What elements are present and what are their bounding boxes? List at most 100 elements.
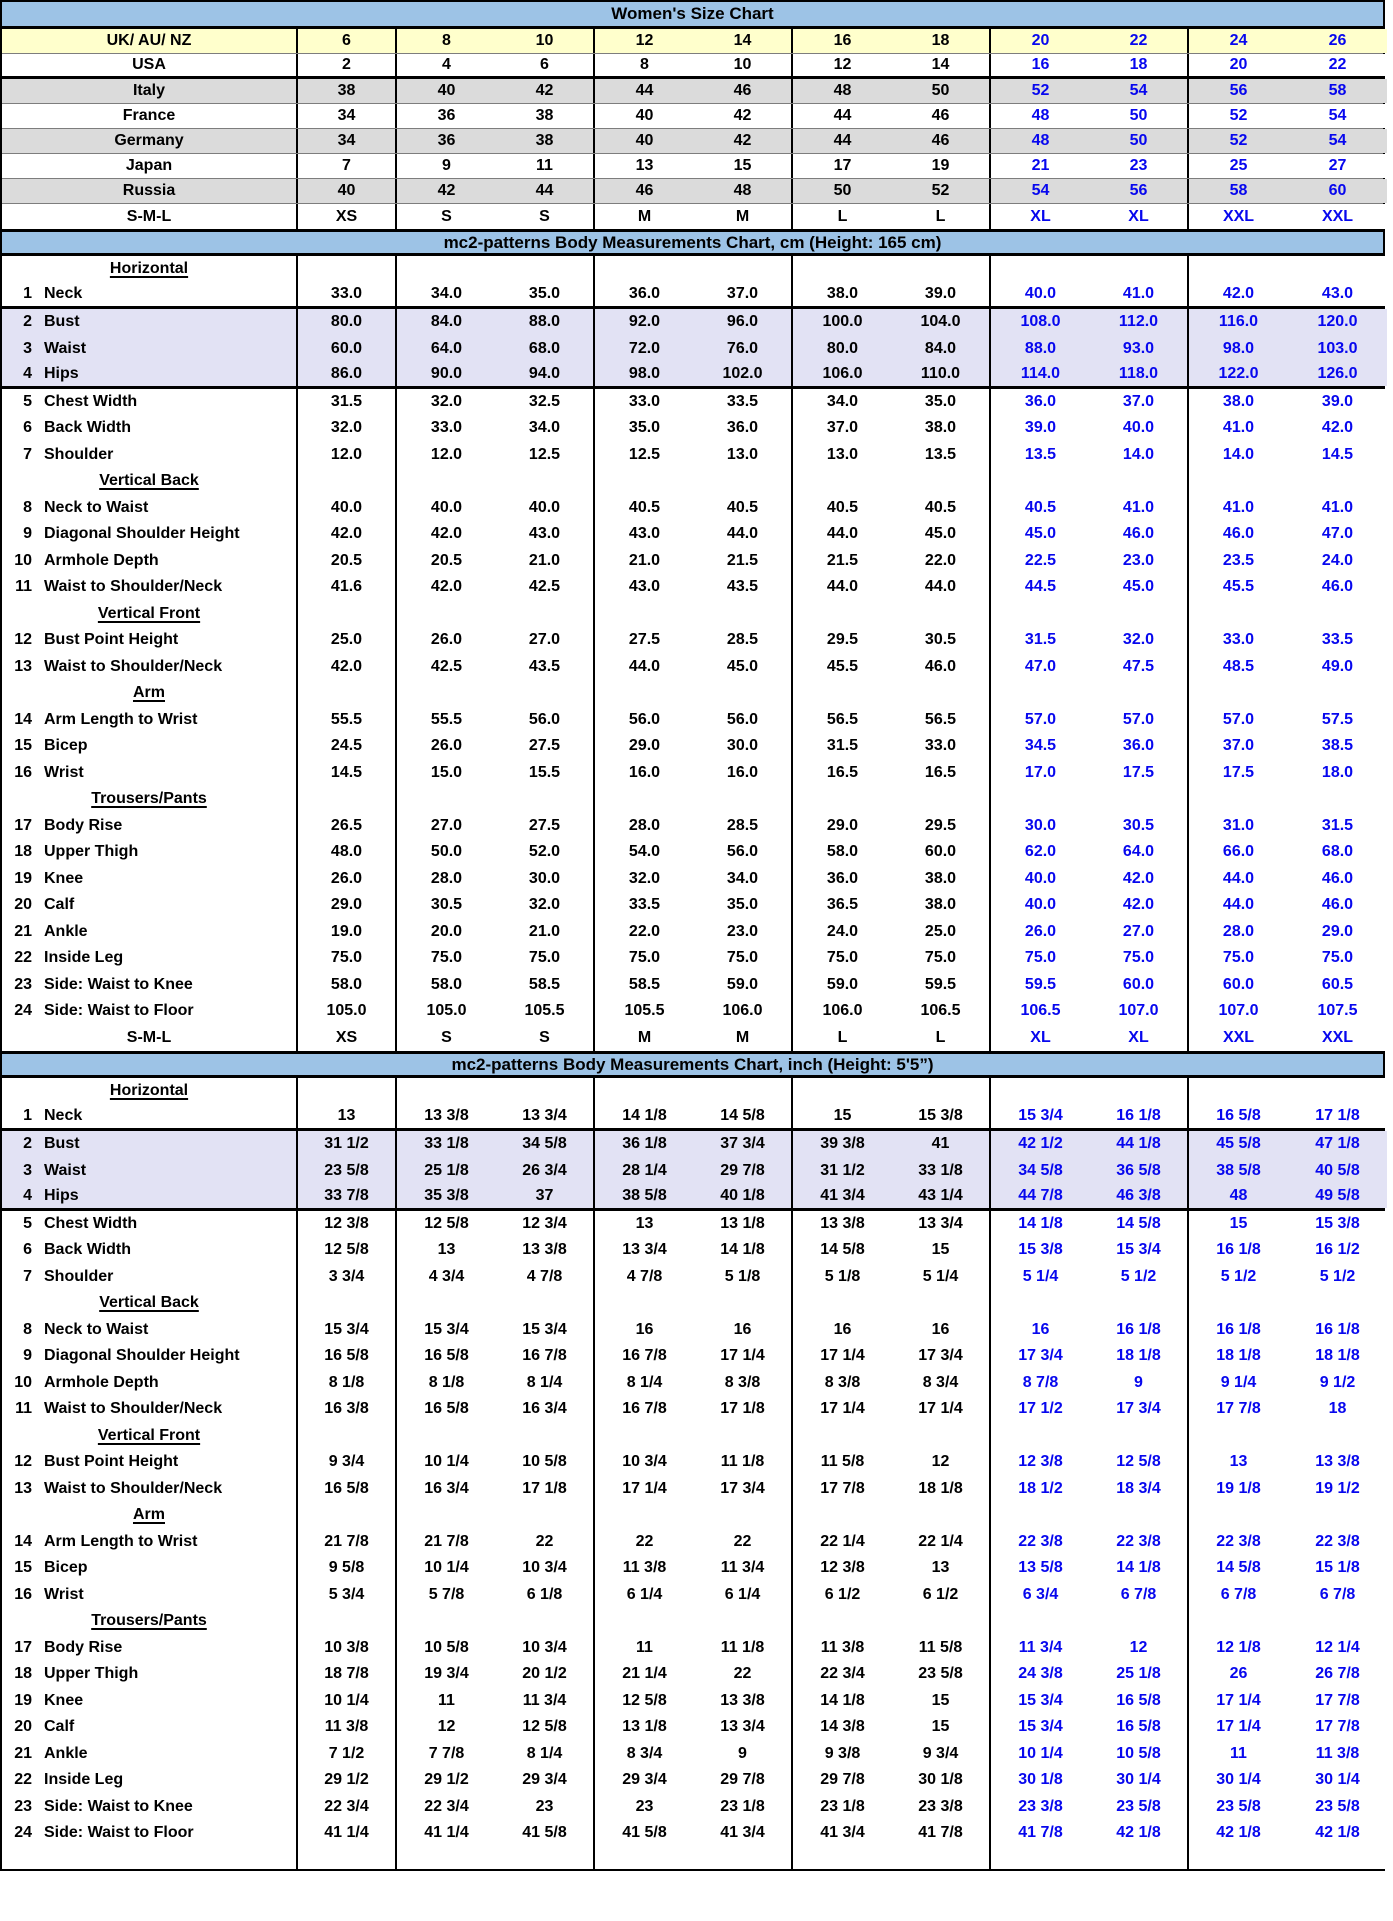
value-cell: L (793, 204, 892, 229)
value-cell (1090, 256, 1189, 283)
row-number: 2 (23, 313, 32, 331)
value-cell: 104.0 (892, 309, 991, 336)
value-cell: 16 (991, 54, 1090, 76)
value-cell: 22 (1288, 54, 1387, 76)
value-cell: 42.0 (397, 521, 496, 548)
value-cell: 28.0 (595, 812, 694, 839)
value-cell: 75.0 (298, 945, 397, 972)
row-name: Vertical Back (99, 472, 199, 490)
value-cell: 17 1/4 (1189, 1714, 1288, 1741)
row-name: Waist (44, 339, 87, 357)
subsection-row: Arm (2, 680, 1387, 707)
inch-section-header: mc2-patterns Body Measurements Chart, in… (2, 1051, 1383, 1078)
value-cell (991, 1290, 1090, 1317)
value-cell: 106.0 (793, 998, 892, 1025)
table-row: S-M-L XS S S M M L L XL XL XXL XXL (2, 1024, 1387, 1051)
value-cell (397, 1422, 496, 1449)
value-cell: 64.0 (1090, 839, 1189, 866)
value-cell: 18 3/4 (1090, 1475, 1189, 1502)
value-cell: 17 1/4 (793, 1396, 892, 1423)
value-cell: 44 (496, 179, 595, 203)
value-cell: 12 1/8 (1189, 1634, 1288, 1661)
row-name: Arm Length to Wrist (44, 710, 198, 728)
row-name: Trousers/Pants (91, 790, 207, 808)
row-name: Hips (44, 364, 79, 382)
value-cell: 122.0 (1189, 362, 1288, 386)
row-label: 13 Waist to Shoulder/Neck (2, 1475, 298, 1502)
value-cell: 3 3/4 (298, 1263, 397, 1290)
value-cell: 16 7/8 (496, 1343, 595, 1370)
value-cell: 42 1/2 (991, 1131, 1090, 1158)
row-name: Knee (44, 869, 84, 887)
value-cell: 47.0 (991, 653, 1090, 680)
value-cell: 23 5/8 (1288, 1793, 1387, 1820)
row-label: 16 Wrist (2, 759, 298, 786)
value-cell: 12.5 (595, 441, 694, 468)
value-cell: 28.5 (694, 627, 793, 654)
value-cell: 16 1/8 (1189, 1237, 1288, 1264)
value-cell: 10 5/8 (1090, 1740, 1189, 1767)
value-cell: 28.5 (694, 812, 793, 839)
value-cell (595, 1846, 694, 1869)
value-cell: 16 3/8 (298, 1396, 397, 1423)
value-cell: 44 (793, 104, 892, 128)
value-cell: 90.0 (397, 362, 496, 386)
value-cell (793, 256, 892, 283)
value-cell (496, 1608, 595, 1635)
value-cell: 44 (793, 129, 892, 153)
value-cell: 52 (892, 179, 991, 203)
value-cell: 29.5 (793, 627, 892, 654)
value-cell: 14 5/8 (1090, 1210, 1189, 1237)
value-cell: 25.0 (298, 627, 397, 654)
value-cell: 4 7/8 (595, 1263, 694, 1290)
value-cell (1090, 468, 1189, 495)
table-row: 9 Diagonal Shoulder Height 42.0 42.0 43.0 43.… (2, 521, 1387, 548)
value-cell: 21 (991, 154, 1090, 178)
value-cell: 47 1/8 (1288, 1131, 1387, 1158)
row-label: 9 Diagonal Shoulder Height (2, 1343, 298, 1370)
value-cell: 8 1/4 (496, 1369, 595, 1396)
value-cell: 13 (1189, 1449, 1288, 1476)
value-cell (298, 256, 397, 283)
value-cell: 22.0 (892, 547, 991, 574)
row-label: 8 Neck to Waist (2, 494, 298, 521)
value-cell: 14 (892, 54, 991, 76)
value-cell: 23.5 (1189, 547, 1288, 574)
value-cell: 5 1/2 (1288, 1263, 1387, 1290)
value-cell: 26 (1288, 29, 1387, 53)
value-cell (298, 1290, 397, 1317)
value-cell (694, 1422, 793, 1449)
value-cell: 14.0 (1189, 441, 1288, 468)
value-cell: XL (991, 204, 1090, 229)
value-cell: 4 7/8 (496, 1263, 595, 1290)
value-cell: 40.0 (991, 865, 1090, 892)
value-cell: 30.0 (991, 812, 1090, 839)
value-cell: 23 1/8 (793, 1793, 892, 1820)
value-cell: 47.5 (1090, 653, 1189, 680)
table-row: 13 Waist to Shoulder/Neck 42.0 42.5 43.5 44.0… (2, 653, 1387, 680)
value-cell: 46 (892, 129, 991, 153)
value-cell: 12 3/8 (793, 1555, 892, 1582)
value-cell: 22.5 (991, 547, 1090, 574)
value-cell: 35.0 (595, 415, 694, 442)
value-cell: 75.0 (1189, 945, 1288, 972)
value-cell: 43.0 (595, 574, 694, 601)
row-name: Waist to Shoulder/Neck (44, 1400, 223, 1418)
value-cell: 16 (892, 1316, 991, 1343)
value-cell: 11 3/4 (991, 1634, 1090, 1661)
row-number: 3 (23, 1161, 32, 1179)
table-row: S-M-L XS S S M M L L XL XL XXL XXL (2, 204, 1387, 229)
row-label: 21 Ankle (2, 1740, 298, 1767)
value-cell: 6 1/8 (496, 1581, 595, 1608)
value-cell: 75.0 (397, 945, 496, 972)
value-cell: 36 5/8 (1090, 1157, 1189, 1184)
value-cell: 42.0 (1090, 892, 1189, 919)
row-label: Germany (2, 129, 298, 153)
value-cell: 14 (694, 29, 793, 53)
value-cell: 15 3/4 (991, 1687, 1090, 1714)
value-cell: 13 (595, 1210, 694, 1237)
row-label: 15 Bicep (2, 1555, 298, 1582)
value-cell (496, 680, 595, 707)
value-cell: 57.0 (1090, 706, 1189, 733)
value-cell: 43.0 (496, 521, 595, 548)
